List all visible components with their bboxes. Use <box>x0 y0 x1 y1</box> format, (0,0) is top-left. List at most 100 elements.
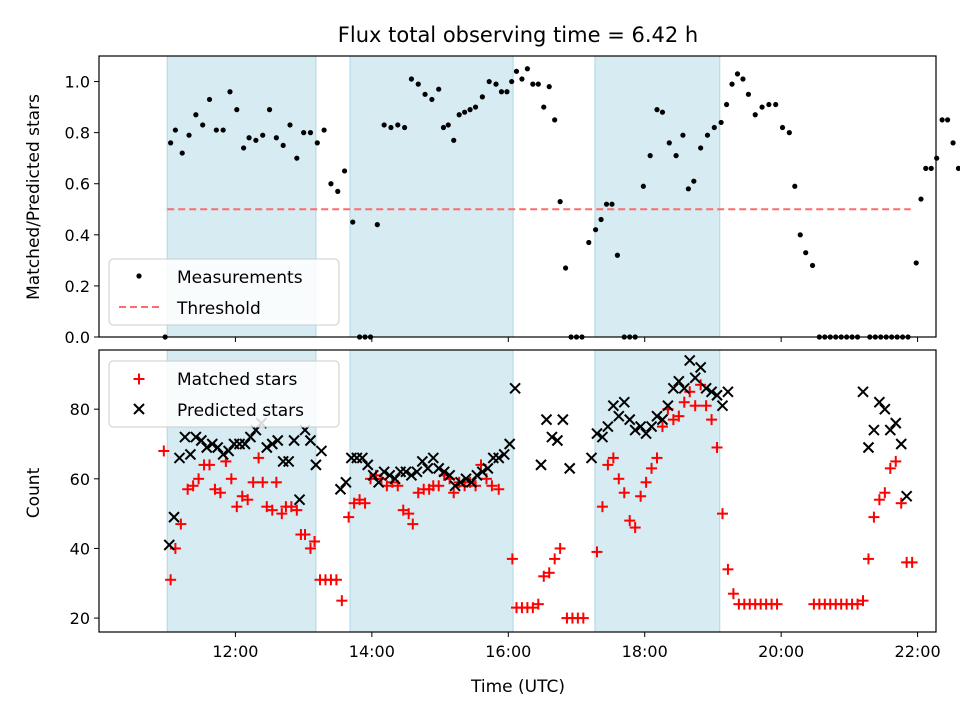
data-point <box>950 140 956 146</box>
data-point <box>462 109 468 115</box>
data-point <box>727 588 739 600</box>
data-point <box>436 86 442 92</box>
data-point <box>900 490 913 502</box>
data-point <box>711 389 723 401</box>
data-point <box>759 104 765 110</box>
data-point <box>433 480 445 492</box>
data-point <box>535 81 541 87</box>
data-point <box>700 400 712 412</box>
data-point <box>557 413 569 426</box>
data-point <box>389 473 401 485</box>
y-tick-label: 1.0 <box>65 73 90 92</box>
data-point <box>187 480 199 492</box>
data-point <box>543 567 555 579</box>
data-point <box>607 399 620 412</box>
data-point <box>685 186 691 192</box>
data-point <box>640 183 646 189</box>
top-panel: 0.0 0.2 0.4 0.6 0.8 1.0 Measurements Threshold <box>65 55 960 347</box>
data-point <box>684 386 696 398</box>
data-point <box>299 529 311 541</box>
data-point <box>307 130 314 136</box>
data-point <box>771 598 783 610</box>
data-point <box>493 81 499 87</box>
data-point <box>895 497 907 509</box>
data-point <box>786 130 792 136</box>
data-point <box>779 124 786 131</box>
data-point <box>201 441 213 454</box>
data-point <box>479 94 485 100</box>
data-point <box>403 508 415 520</box>
data-point <box>175 518 187 530</box>
data-point <box>244 431 257 443</box>
data-point <box>745 91 752 97</box>
data-point <box>711 124 717 131</box>
data-point <box>374 222 380 228</box>
data-point <box>173 452 186 464</box>
data-point <box>408 76 415 82</box>
data-point <box>540 413 553 426</box>
data-point <box>524 66 530 72</box>
data-point <box>383 469 396 482</box>
y-tick-label: 20 <box>70 609 90 628</box>
data-point <box>158 445 170 457</box>
legend-label: Matched stars <box>177 370 297 390</box>
legend: Matched stars Predicted stars <box>108 360 340 428</box>
series-measurements <box>162 66 960 340</box>
x-tick-label: 16:00 <box>485 642 531 661</box>
data-point <box>220 127 226 133</box>
data-point <box>193 473 205 485</box>
data-point <box>546 84 552 90</box>
data-point <box>294 155 300 161</box>
data-point <box>433 462 445 475</box>
shaded-interval <box>594 55 721 338</box>
x-tick-label: 18:00 <box>622 642 668 661</box>
data-point <box>868 424 880 436</box>
data-point <box>206 438 218 450</box>
data-point <box>451 137 457 143</box>
data-point <box>613 473 625 485</box>
data-point <box>133 373 145 385</box>
data-point <box>635 490 647 502</box>
data-point <box>729 81 735 87</box>
data-point <box>562 265 569 271</box>
data-point <box>310 459 322 471</box>
data-point <box>242 494 254 506</box>
data-point <box>449 480 461 492</box>
data-point <box>231 501 243 513</box>
data-point <box>304 434 317 447</box>
data-point <box>467 107 473 113</box>
data-point <box>204 459 216 471</box>
y-tick-label: 80 <box>70 400 90 419</box>
data-point <box>955 165 960 171</box>
data-point <box>923 165 929 171</box>
data-point <box>448 487 460 499</box>
data-point <box>629 522 641 534</box>
data-point <box>667 382 680 395</box>
data-point <box>519 76 525 82</box>
data-point <box>486 78 492 85</box>
chart-title: Flux total observing time = 6.42 h <box>338 23 698 47</box>
data-point <box>803 250 809 256</box>
data-point <box>554 542 566 554</box>
data-point <box>422 91 428 97</box>
series-predicted-stars <box>163 354 913 551</box>
data-point <box>678 382 690 395</box>
data-point <box>716 508 728 520</box>
y-tick-label: 0.2 <box>65 277 90 296</box>
data-point <box>350 219 356 225</box>
data-point <box>895 438 907 450</box>
plot-frame <box>98 349 937 633</box>
data-point <box>614 252 621 258</box>
data-point <box>168 140 174 146</box>
data-point <box>691 178 697 184</box>
y-tick-label: 0.8 <box>65 124 90 143</box>
y-tick-label: 0.0 <box>65 328 90 347</box>
data-point <box>698 145 704 151</box>
data-point <box>239 438 251 450</box>
data-point <box>532 598 544 610</box>
data-point <box>213 127 219 133</box>
data-point <box>873 396 886 408</box>
data-point <box>476 466 489 478</box>
data-point <box>602 459 614 471</box>
data-point <box>629 424 641 436</box>
